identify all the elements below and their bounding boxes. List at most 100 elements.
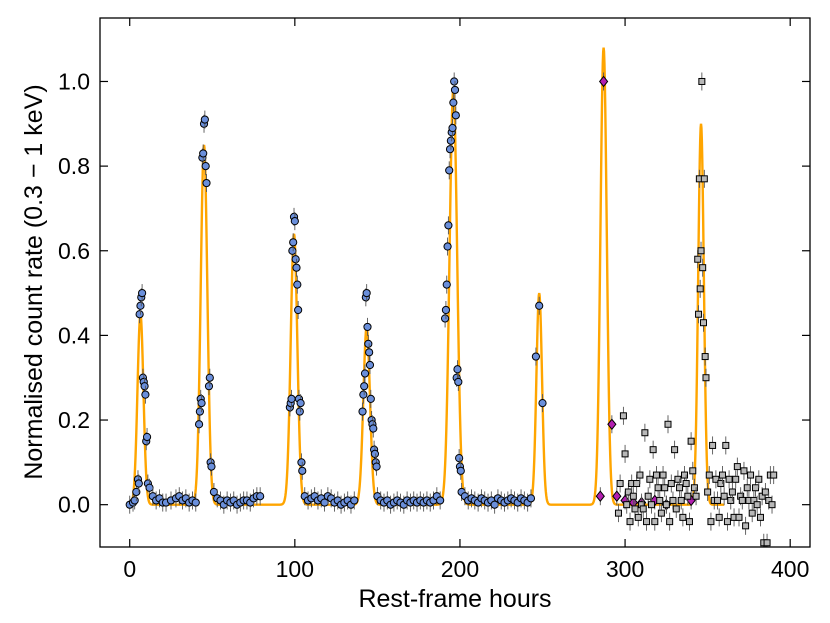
- square-point: [614, 509, 622, 517]
- square-point: [649, 446, 657, 454]
- circle-point: [450, 77, 459, 86]
- circle-point: [292, 263, 301, 272]
- square-point: [727, 496, 735, 504]
- circle-point: [446, 136, 455, 145]
- square-point: [712, 475, 720, 483]
- circle-point: [365, 360, 375, 370]
- circle-point: [445, 166, 454, 175]
- circle-point: [135, 310, 144, 319]
- circle-point: [526, 494, 536, 503]
- square-point: [718, 471, 726, 479]
- circle-point: [194, 420, 204, 429]
- x-tick-label: 200: [441, 556, 479, 582]
- square-point: [682, 480, 690, 488]
- circle-point: [442, 280, 451, 289]
- square-point: [644, 492, 652, 500]
- x-tick-label: 300: [606, 556, 644, 582]
- square-point: [634, 513, 642, 521]
- square-point: [752, 484, 760, 492]
- circle-point: [293, 280, 302, 289]
- y-tick-label: 0.2: [58, 407, 90, 433]
- square-point: [659, 471, 667, 479]
- circle-point: [456, 466, 465, 475]
- square-point: [681, 471, 689, 479]
- circle-point: [369, 424, 378, 433]
- circle-point: [191, 498, 200, 507]
- circle-point: [195, 407, 204, 416]
- square-point: [676, 484, 684, 492]
- square-point: [662, 501, 670, 509]
- circle-point: [364, 339, 373, 348]
- square-point: [629, 492, 637, 500]
- circle-point: [288, 246, 297, 255]
- square-point: [684, 492, 692, 500]
- circle-point: [295, 407, 304, 416]
- circle-point: [365, 348, 374, 357]
- square-point: [725, 475, 733, 483]
- square-point: [707, 518, 715, 526]
- circle-point: [350, 496, 359, 505]
- square-point: [714, 496, 722, 504]
- x-tick-label: 100: [276, 556, 314, 582]
- square-point: [674, 475, 682, 483]
- y-tick-label: 0.6: [58, 238, 90, 264]
- circle-point: [134, 479, 143, 488]
- square-point: [705, 471, 713, 479]
- model-line: [126, 47, 725, 506]
- square-point: [661, 484, 669, 492]
- square-point: [763, 539, 771, 547]
- square-point: [732, 475, 740, 483]
- square-point: [722, 441, 730, 449]
- circle-point: [358, 407, 367, 416]
- square-point: [723, 518, 731, 526]
- circle-point: [449, 98, 458, 107]
- circle-point: [448, 123, 457, 133]
- square-point: [720, 492, 728, 500]
- square-point: [743, 484, 751, 492]
- square-point: [755, 475, 763, 483]
- circle-point: [363, 322, 372, 332]
- circle-point: [450, 85, 460, 95]
- circle-point: [138, 288, 147, 298]
- square-point: [619, 412, 627, 420]
- circle-point: [199, 149, 208, 158]
- circle-point: [205, 373, 214, 382]
- circle-point: [372, 462, 381, 471]
- circle-point: [445, 145, 455, 154]
- circle-point: [453, 365, 462, 374]
- square-point: [699, 264, 707, 272]
- square-point: [702, 374, 710, 382]
- square-point: [677, 496, 685, 504]
- square-point: [715, 513, 723, 521]
- square-point: [652, 471, 660, 479]
- circle-point: [289, 238, 298, 247]
- square-point: [704, 488, 712, 496]
- circle-point: [436, 496, 445, 505]
- diamond-point: [595, 490, 605, 503]
- circle-point: [202, 178, 211, 188]
- square-point: [633, 480, 641, 488]
- square-point: [748, 509, 756, 517]
- circle-point: [443, 242, 452, 251]
- circle-point: [291, 255, 300, 264]
- axes: 0 100 200 300 400 0.0 0.2 0.4 0.6 0.8 1.0: [58, 18, 810, 582]
- circle-point: [294, 305, 303, 315]
- plot-content: [125, 47, 778, 547]
- square-point: [709, 441, 717, 449]
- diamond-point: [612, 490, 622, 503]
- square-point: [616, 480, 624, 488]
- square-point: [696, 285, 704, 293]
- circle-point: [451, 111, 460, 120]
- y-tick-label: 0.0: [58, 492, 90, 518]
- square-point: [669, 496, 677, 504]
- circle-point: [204, 382, 214, 391]
- x-axis-label: Rest-frame hours: [358, 585, 551, 613]
- circle-point: [136, 301, 145, 310]
- square-point: [697, 247, 705, 255]
- square-point: [733, 463, 741, 471]
- circle-point: [141, 390, 150, 399]
- circle-point: [130, 496, 139, 505]
- square-point: [656, 496, 664, 504]
- square-point: [636, 471, 644, 479]
